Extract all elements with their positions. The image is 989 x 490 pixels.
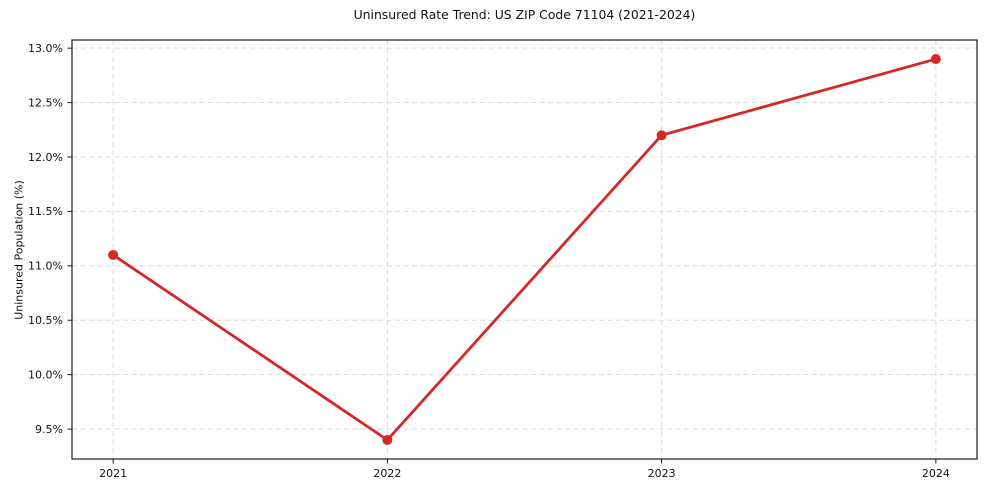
x-tick-label: 2022 [373, 467, 401, 480]
y-tick-label: 12.5% [28, 96, 63, 109]
data-point-marker [656, 130, 667, 141]
y-tick-label: 12.0% [28, 151, 63, 164]
x-tick-label: 2021 [99, 467, 127, 480]
y-tick-label: 13.0% [28, 42, 63, 55]
chart-title: Uninsured Rate Trend: US ZIP Code 71104 … [353, 7, 696, 22]
y-tick-label: 11.0% [28, 260, 63, 273]
y-tick-label: 11.5% [28, 205, 63, 218]
trend-line [111, 57, 938, 442]
data-point-marker [930, 54, 941, 65]
plot-frame [71, 39, 978, 460]
y-tick-label: 9.5% [35, 423, 63, 436]
data-point-marker [108, 249, 119, 260]
y-tick-label: 10.5% [28, 314, 63, 327]
data-point-marker [382, 434, 393, 445]
x-tick-label: 2023 [648, 467, 676, 480]
x-tick-label: 2024 [922, 467, 950, 480]
y-tick-label: 10.0% [28, 368, 63, 381]
